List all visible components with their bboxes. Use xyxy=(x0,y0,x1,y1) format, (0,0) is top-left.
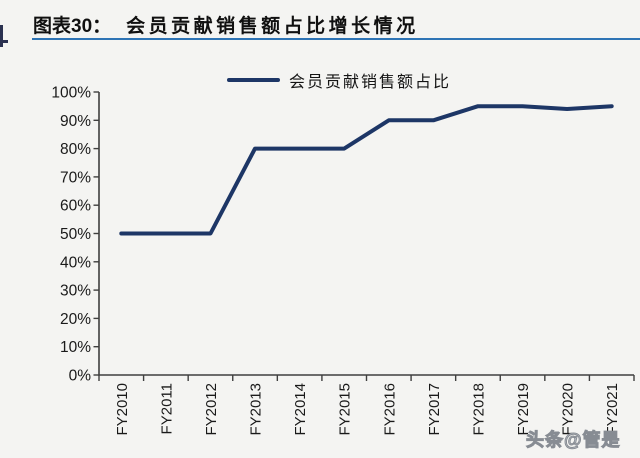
x-category-label: FY2010 xyxy=(114,383,131,436)
y-axis-tick-label: 0% xyxy=(69,368,92,385)
y-axis-tick-label: 40% xyxy=(60,254,91,271)
x-category-label: FY2015 xyxy=(337,383,354,436)
y-axis-tick-label: 20% xyxy=(60,311,91,328)
y-axis-tick-label: 100% xyxy=(51,85,91,102)
y-axis-tick-label: 50% xyxy=(60,226,91,243)
x-category-label: FY2011 xyxy=(158,383,175,434)
y-axis-tick-label: 80% xyxy=(60,141,91,158)
x-category-label: FY2013 xyxy=(248,383,265,436)
x-category-label: FY2017 xyxy=(426,383,443,436)
legend-line-marker xyxy=(227,78,280,82)
y-axis-tick-label: 10% xyxy=(60,339,91,356)
figure-title: 会员贡献销售额占比增长情况 xyxy=(126,16,419,37)
figure-header: 图表30： 会员贡献销售额占比增长情况 xyxy=(33,11,419,38)
figure-number-label: 图表30： xyxy=(33,16,112,37)
y-axis-tick-label: 90% xyxy=(60,113,91,130)
x-category-label: FY2012 xyxy=(203,383,220,436)
x-category-label: FY2021 xyxy=(604,383,621,436)
x-category-label: FY2018 xyxy=(471,383,488,436)
left-border-fragment-vertical xyxy=(0,25,3,47)
series-line-member-sales-share xyxy=(119,104,614,236)
y-axis-tick-label: 70% xyxy=(60,169,91,186)
title-underline xyxy=(32,38,640,40)
y-axis-tick-label: 60% xyxy=(60,198,91,215)
y-axis-tick-label: 30% xyxy=(60,283,91,300)
x-category-label: FY2019 xyxy=(515,383,532,436)
watermark: 头条@管是 xyxy=(526,430,621,451)
legend-label: 会员贡献销售额占比 xyxy=(289,74,452,91)
x-category-label: FY2014 xyxy=(292,383,309,436)
chart-legend: 会员贡献销售额占比 xyxy=(227,68,451,92)
left-border-fragment-horizontal xyxy=(0,40,8,43)
x-category-label: FY2016 xyxy=(381,383,398,436)
x-category-label: FY2020 xyxy=(560,383,577,436)
